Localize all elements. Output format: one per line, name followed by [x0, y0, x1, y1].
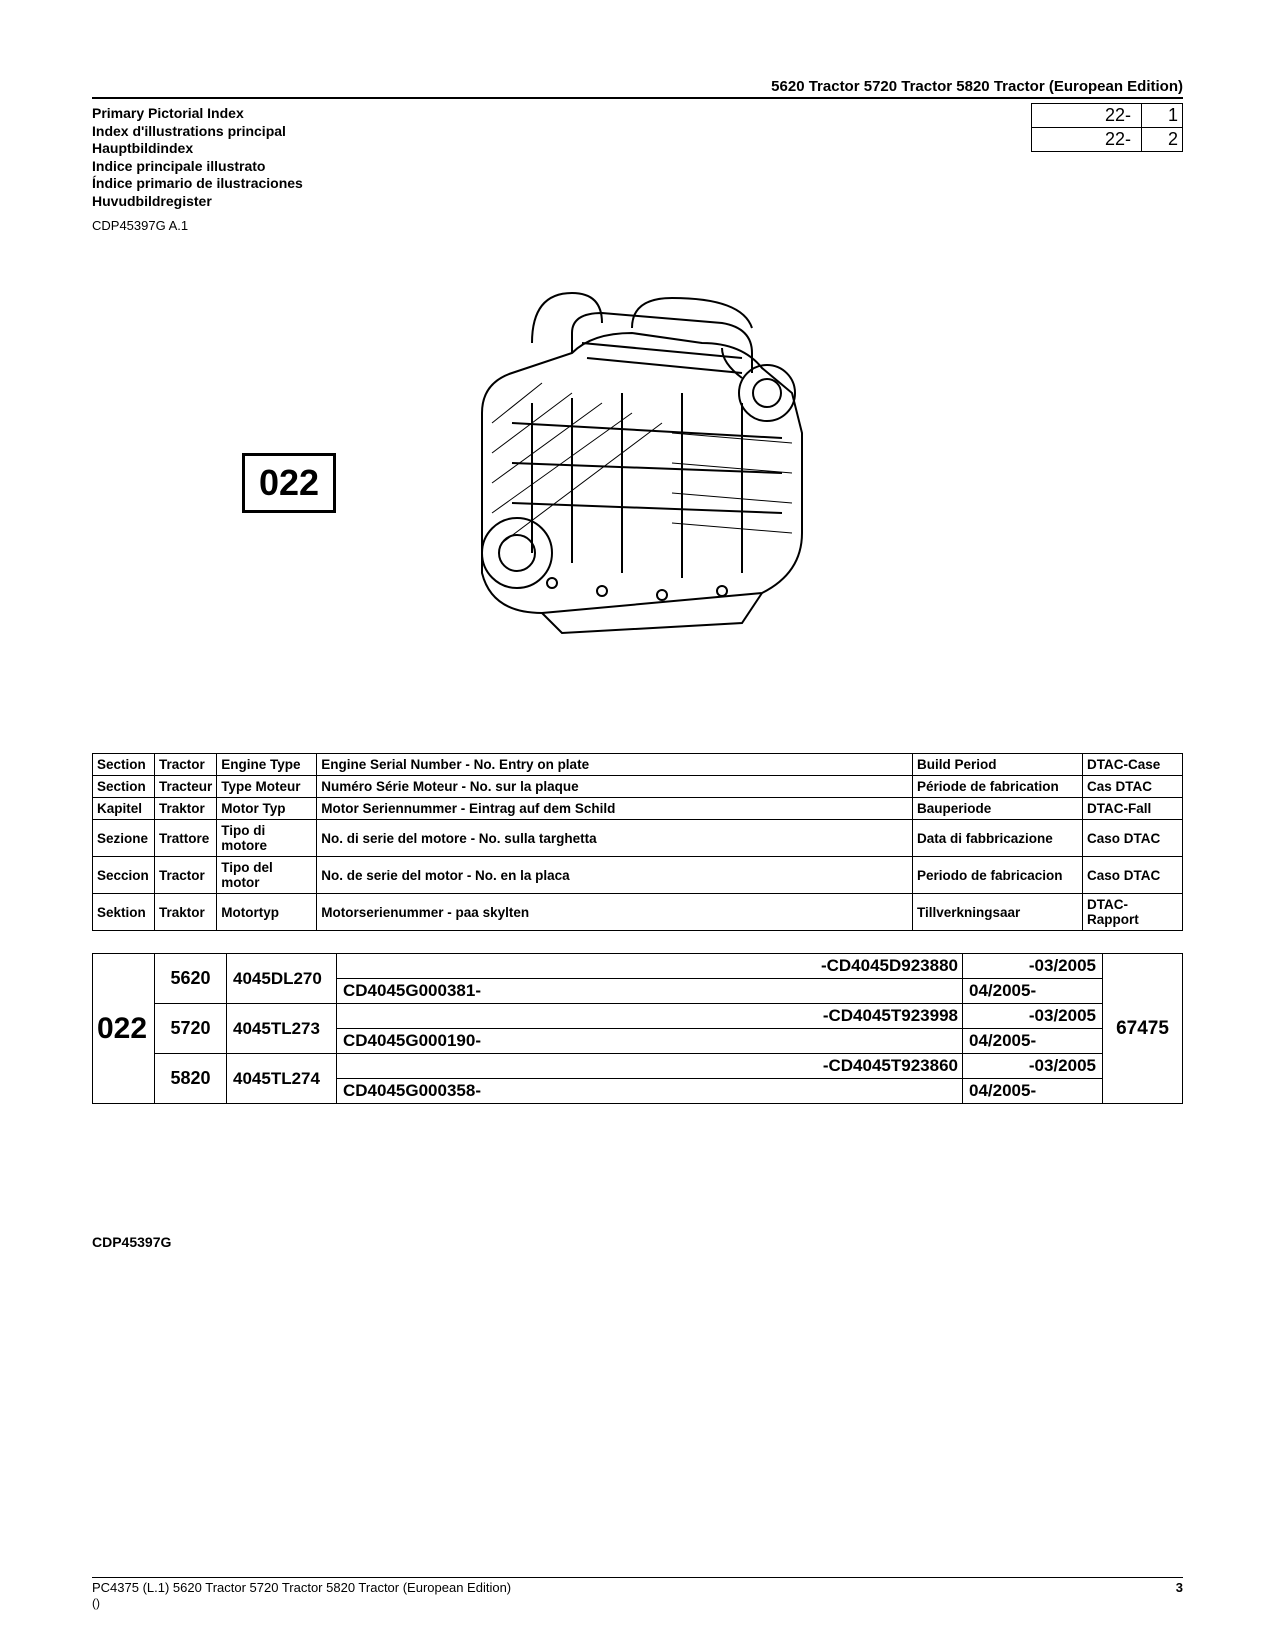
lang-table-cell: Tipo di motore [217, 820, 317, 857]
lang-table-cell: Tipo del motor [217, 857, 317, 894]
lang-table-cell: Tractor [155, 754, 217, 776]
page-ref-num: 2 [1142, 128, 1182, 151]
lang-table-cell: Sezione [93, 820, 155, 857]
period-cell: 04/2005- [963, 979, 1103, 1004]
lang-table-row: SectionTractorEngine TypeEngine Serial N… [93, 754, 1183, 776]
lang-table-row: SeccionTractorTipo del motorNo. de serie… [93, 857, 1183, 894]
lang-table-cell: No. de serie del motor - No. en la placa [317, 857, 913, 894]
header-rule [92, 97, 1183, 99]
lang-table-cell: Motorserienummer - paa skylten [317, 894, 913, 931]
lang-table-cell: Tillverkningsaar [913, 894, 1083, 931]
page: 5620 Tractor 5720 Tractor 5820 Tractor (… [0, 0, 1275, 1650]
lang-table-row: SectionTracteurType MoteurNuméro Série M… [93, 776, 1183, 798]
lang-table-cell: Traktor [155, 798, 217, 820]
lang-table-cell: Section [93, 776, 155, 798]
lang-table-cell: Bauperiode [913, 798, 1083, 820]
lang-table-cell: Engine Serial Number - No. Entry on plat… [317, 754, 913, 776]
tractor-cell: 5720 [155, 1004, 227, 1054]
lang-table-cell: Data di fabbricazione [913, 820, 1083, 857]
figure-area: 022 [92, 273, 1183, 703]
engine-type-cell: 4045TL273 [227, 1004, 337, 1054]
figure-callout: 022 [242, 453, 336, 513]
lang-table-cell: Trattore [155, 820, 217, 857]
lang-table-cell: Engine Type [217, 754, 317, 776]
lang-table-cell: Type Moteur [217, 776, 317, 798]
period-cell: -03/2005 [963, 954, 1103, 979]
lang-table-cell: Sektion [93, 894, 155, 931]
page-ref-row: 22- 1 [1032, 104, 1182, 128]
footer-paren: () [92, 1596, 100, 1610]
serial-cell: -CD4045D923880 [337, 954, 963, 979]
engine-illustration [422, 273, 842, 653]
footer-page-number: 3 [1176, 1580, 1183, 1610]
data-table-row: 57204045TL273-CD4045T923998-03/2005 [93, 1004, 1183, 1029]
tractor-cell: 5620 [155, 954, 227, 1004]
lang-table-cell: Tracteur [155, 776, 217, 798]
lang-table-row: SezioneTrattoreTipo di motoreNo. di seri… [93, 820, 1183, 857]
data-table-row: 58204045TL274-CD4045T923860-03/2005 [93, 1054, 1183, 1079]
lang-table-cell: No. di serie del motore - No. sulla targ… [317, 820, 913, 857]
page-footer: PC4375 (L.1) 5620 Tractor 5720 Tractor 5… [92, 1577, 1183, 1610]
header-top-row: 5620 Tractor 5720 Tractor 5820 Tractor (… [92, 78, 1183, 97]
lang-table-cell: Motortyp [217, 894, 317, 931]
lang-table-cell: Periodo de fabricacion [913, 857, 1083, 894]
lang-table-cell: Cas DTAC [1083, 776, 1183, 798]
footer-text: PC4375 (L.1) 5620 Tractor 5720 Tractor 5… [92, 1580, 511, 1595]
lang-table-cell: Traktor [155, 894, 217, 931]
page-ref-section: 22- [1032, 128, 1142, 151]
page-ref-section: 22- [1032, 104, 1142, 127]
lang-table-cell: Numéro Série Moteur - No. sur la plaque [317, 776, 913, 798]
section-cell: 022 [93, 954, 155, 1104]
period-cell: -03/2005 [963, 1054, 1103, 1079]
serial-cell: CD4045G000358- [337, 1079, 963, 1104]
index-title: Hauptbildindex [92, 140, 303, 158]
index-title: Primary Pictorial Index [92, 105, 303, 123]
index-title: Indice principale illustrato [92, 158, 303, 176]
page-ref-row: 22- 2 [1032, 128, 1182, 151]
serial-cell: CD4045G000190- [337, 1029, 963, 1054]
lang-table-cell: Tractor [155, 857, 217, 894]
index-title: Huvudbildregister [92, 193, 303, 211]
index-title: Index d'illustrations principal [92, 123, 303, 141]
lang-table-cell: DTAC-Rapport [1083, 894, 1183, 931]
header-second-row: Primary Pictorial Index Index d'illustra… [92, 101, 1183, 233]
document-title: 5620 Tractor 5720 Tractor 5820 Tractor (… [638, 78, 1184, 97]
index-title-block: Primary Pictorial Index Index d'illustra… [92, 101, 303, 233]
lang-table-cell: Build Period [913, 754, 1083, 776]
data-table-row: 02256204045DL270-CD4045D923880-03/200567… [93, 954, 1183, 979]
dtac-cell: 67475 [1103, 954, 1183, 1104]
lang-table-cell: Motor Typ [217, 798, 317, 820]
index-title: Índice primario de ilustraciones [92, 175, 303, 193]
lang-table-cell: Période de fabrication [913, 776, 1083, 798]
period-cell: 04/2005- [963, 1029, 1103, 1054]
lang-table-cell: Caso DTAC [1083, 820, 1183, 857]
tractor-cell: 5820 [155, 1054, 227, 1104]
serial-cell: -CD4045T923998 [337, 1004, 963, 1029]
engine-data-table: 02256204045DL270-CD4045D923880-03/200567… [92, 953, 1183, 1104]
lang-table-cell: Motor Seriennummer - Eintrag auf dem Sch… [317, 798, 913, 820]
period-cell: 04/2005- [963, 1079, 1103, 1104]
footer-left: PC4375 (L.1) 5620 Tractor 5720 Tractor 5… [92, 1580, 511, 1610]
lang-table-cell: Section [93, 754, 155, 776]
page-reference-box: 22- 1 22- 2 [1031, 103, 1183, 152]
engine-type-cell: 4045TL274 [227, 1054, 337, 1104]
serial-cell: CD4045G000381- [337, 979, 963, 1004]
lang-table-cell: DTAC-Fall [1083, 798, 1183, 820]
lang-table-cell: Seccion [93, 857, 155, 894]
footer-rule [92, 1577, 1183, 1578]
language-header-table: SectionTractorEngine TypeEngine Serial N… [92, 753, 1183, 931]
lang-table-row: KapitelTraktorMotor TypMotor Seriennumme… [93, 798, 1183, 820]
lang-table-cell: DTAC-Case [1083, 754, 1183, 776]
lang-table-row: SektionTraktorMotortypMotorserienummer -… [93, 894, 1183, 931]
lang-table-cell: Caso DTAC [1083, 857, 1183, 894]
bottom-code: CDP45397G [92, 1234, 1183, 1250]
lang-table-cell: Kapitel [93, 798, 155, 820]
page-ref-num: 1 [1142, 104, 1182, 127]
document-code: CDP45397G A.1 [92, 218, 303, 233]
serial-cell: -CD4045T923860 [337, 1054, 963, 1079]
engine-type-cell: 4045DL270 [227, 954, 337, 1004]
period-cell: -03/2005 [963, 1004, 1103, 1029]
